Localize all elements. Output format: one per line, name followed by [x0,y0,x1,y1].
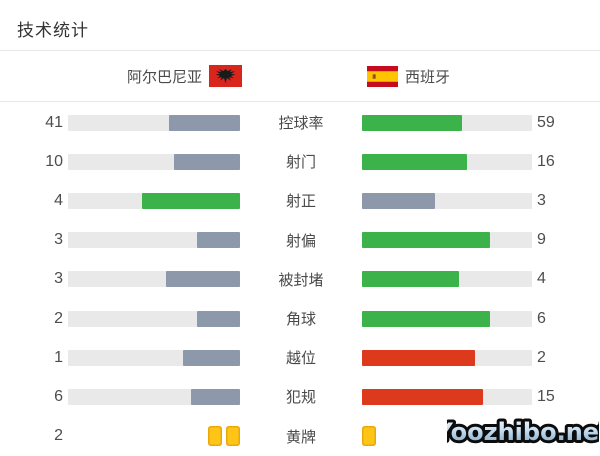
stat-label: 黄牌 [285,428,316,446]
away-stat-value: 6 [537,309,546,327]
home-stat-bar [68,426,240,447]
home-stat-bar [68,232,240,249]
home-stat-bar [68,114,240,131]
stat-row: 6 犯规 15 [0,377,600,416]
stat-label: 控球率 [278,115,324,133]
home-bar-fill [166,271,240,288]
page-title: 技术统计 [17,21,89,40]
away-bar-fill [362,349,476,366]
home-stat-value: 10 [45,152,63,170]
away-stat-bar [362,310,532,327]
title-bar: 技术统计 [0,0,600,50]
stat-label: 射偏 [285,232,316,250]
away-stat-value: 9 [537,231,546,249]
home-stat-value: 4 [54,191,63,209]
home-bar-fill [197,310,240,327]
stat-label: 越位 [285,350,316,368]
yellow-card-icon [208,426,222,447]
home-stat-value: 2 [54,309,63,327]
yellow-cards [362,426,532,447]
home-team-name: 阿尔巴尼亚 [126,68,202,86]
home-stat-value: 1 [54,348,63,366]
stat-row: 1 越位 2 [0,338,600,377]
yellow-card-icon [362,426,376,447]
away-bar-fill [362,271,460,288]
stats-rows: 41 控球率 59 10 射门 16 4 射正 3 3 射偏 9 3 被封堵 4… [0,102,600,456]
home-stat-value: 3 [54,231,63,249]
stat-row: 10 射门 16 [0,142,600,181]
away-stat-bar [362,271,532,288]
home-stat-value: 6 [54,387,63,405]
home-bar-fill [182,349,240,366]
away-bar-fill [362,310,490,327]
away-stat-value: 16 [537,152,555,170]
home-stat-bar [68,388,240,405]
away-bar-fill [362,192,435,209]
away-stat-bar [362,192,532,209]
away-bar-fill [362,232,490,249]
home-team: 阿尔巴尼亚 [0,65,242,87]
home-stat-value: 41 [45,113,63,131]
home-bar-fill [169,114,240,131]
home-bar-fill [173,153,240,170]
away-stat-value: 4 [537,270,546,288]
stat-row: 2 黄牌 [0,417,600,456]
home-stat-value: 3 [54,270,63,288]
team-header: 阿尔巴尼亚 西班牙 [0,51,600,101]
away-team: 西班牙 [367,65,451,87]
home-bar-fill [141,192,240,209]
divider-header [0,101,600,102]
away-stat-value: 15 [537,387,555,405]
home-stat-bar [68,153,240,170]
home-bar-fill [197,232,240,249]
watermark-logo: Yoozhibo.net [447,415,599,449]
away-stat-value: 59 [537,113,555,131]
away-team-name: 西班牙 [405,68,451,86]
away-stat-bar [362,426,532,447]
stat-row: 3 射偏 9 [0,221,600,260]
away-bar-fill [362,114,463,131]
away-stat-bar [362,349,532,366]
away-bar-fill [362,153,467,170]
albania-flag-icon [209,65,242,87]
away-stat-value: 3 [537,191,546,209]
stat-row: 2 角球 6 [0,299,600,338]
stat-row: 41 控球率 59 [0,103,600,142]
stat-row: 3 被封堵 4 [0,260,600,299]
stat-label: 射正 [285,193,316,211]
away-stat-bar [362,153,532,170]
stat-label: 角球 [285,311,316,329]
home-stat-bar [68,310,240,327]
away-stat-bar [362,388,532,405]
away-stat-bar [362,114,532,131]
stat-label: 被封堵 [278,271,324,289]
away-bar-fill [362,388,484,405]
home-stat-bar [68,271,240,288]
home-stat-value: 2 [54,427,63,445]
home-bar-fill [190,388,240,405]
divider-top [0,50,600,51]
home-stat-bar [68,349,240,366]
stat-label: 射门 [285,154,316,172]
spain-flag-icon [367,65,398,87]
watermark-text: Yoozhibo.net [447,418,599,446]
home-stat-bar [68,192,240,209]
stat-label: 犯规 [285,389,316,407]
away-stat-bar [362,232,532,249]
away-stat-value: 2 [537,348,546,366]
yellow-card-icon [226,426,240,447]
yellow-cards [68,426,240,447]
stat-row: 4 射正 3 [0,181,600,220]
